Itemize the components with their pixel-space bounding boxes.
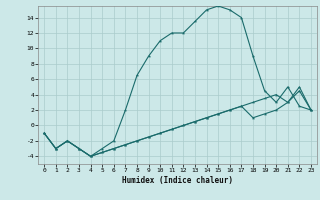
X-axis label: Humidex (Indice chaleur): Humidex (Indice chaleur) bbox=[122, 176, 233, 185]
